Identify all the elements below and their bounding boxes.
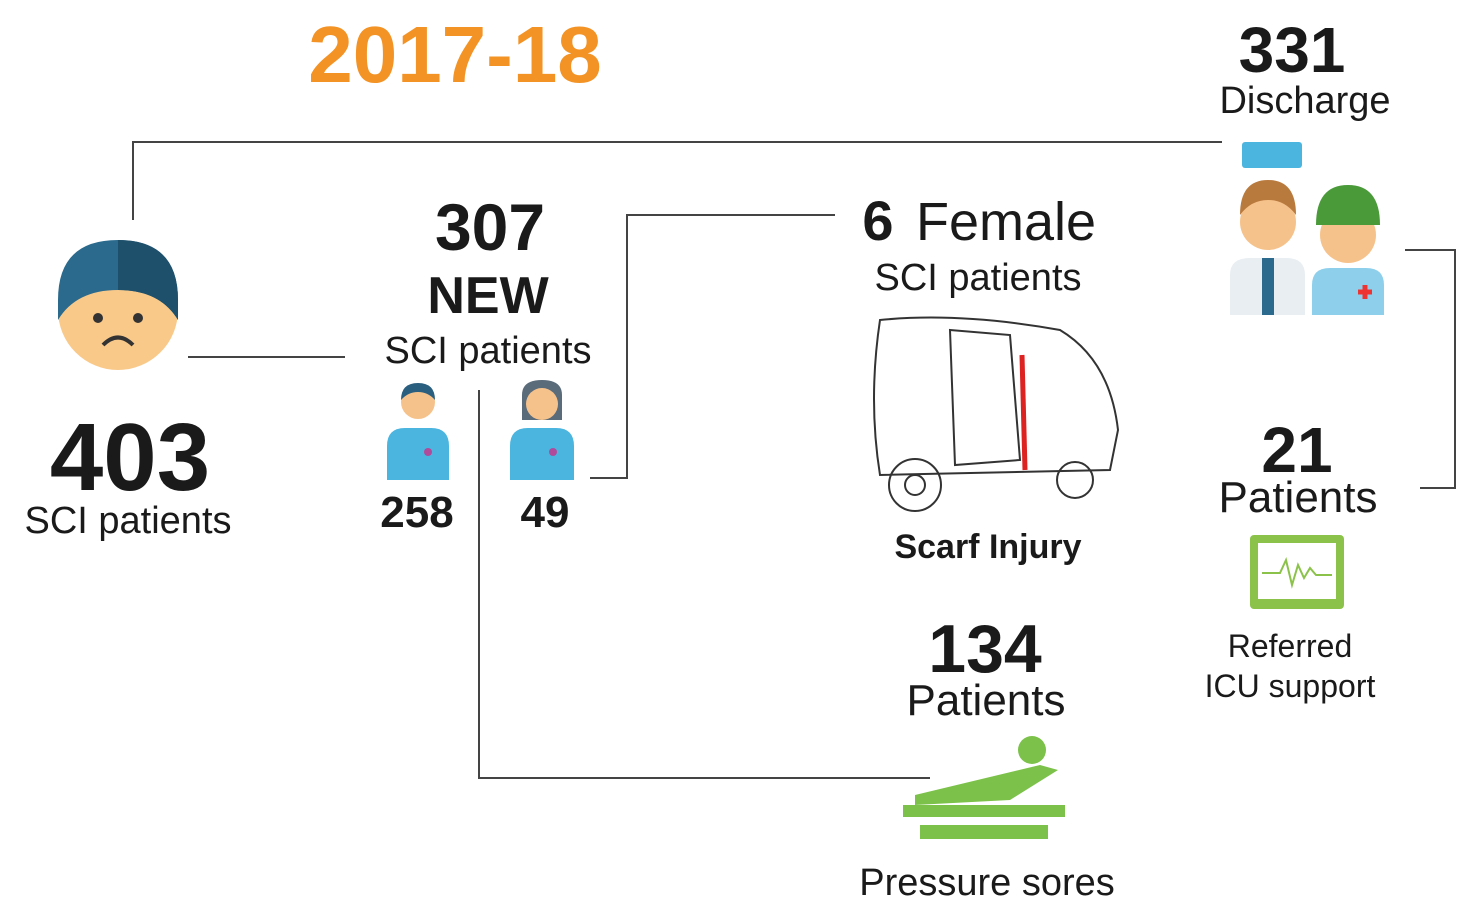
title: 2017-18 xyxy=(308,10,602,99)
sad-face-icon xyxy=(58,240,178,370)
discharge-label: Discharge xyxy=(1219,80,1390,122)
female-sci-sublabel: SCI patients xyxy=(875,257,1082,299)
female-icon xyxy=(510,380,574,480)
icu-label: Patients xyxy=(1219,473,1378,522)
discharge-count: 331 xyxy=(1239,14,1346,86)
female-sci-count: 6 xyxy=(862,189,893,252)
female-sci-caption: Scarf Injury xyxy=(894,528,1081,566)
bed-icon xyxy=(903,736,1065,839)
male-count: 258 xyxy=(380,488,453,537)
icu-caption: ICU support xyxy=(1205,668,1376,704)
connector xyxy=(1405,250,1455,488)
doctor-patient-icon xyxy=(1230,142,1384,315)
male-icon xyxy=(387,383,449,480)
female-sci-label: Female xyxy=(916,192,1096,252)
pressure-label: Patients xyxy=(907,676,1066,725)
new-label: NEW xyxy=(427,267,549,325)
auto-rickshaw-sketch xyxy=(874,318,1118,511)
new-count: 307 xyxy=(435,190,545,264)
total-label: SCI patients xyxy=(25,500,232,542)
pressure-caption: Pressure sores xyxy=(859,862,1115,897)
page: 2017-18 403 SCI patients 307 NEW SCI pat… xyxy=(0,0,1459,897)
new-sublabel: SCI patients xyxy=(385,330,592,372)
total-count: 403 xyxy=(50,404,210,511)
icu-caption: Referred xyxy=(1228,628,1353,664)
connector xyxy=(590,215,835,478)
monitor-icon xyxy=(1250,535,1344,609)
infographic: 2017-18 403 SCI patients 307 NEW SCI pat… xyxy=(0,0,1459,897)
female-count: 49 xyxy=(521,488,570,537)
